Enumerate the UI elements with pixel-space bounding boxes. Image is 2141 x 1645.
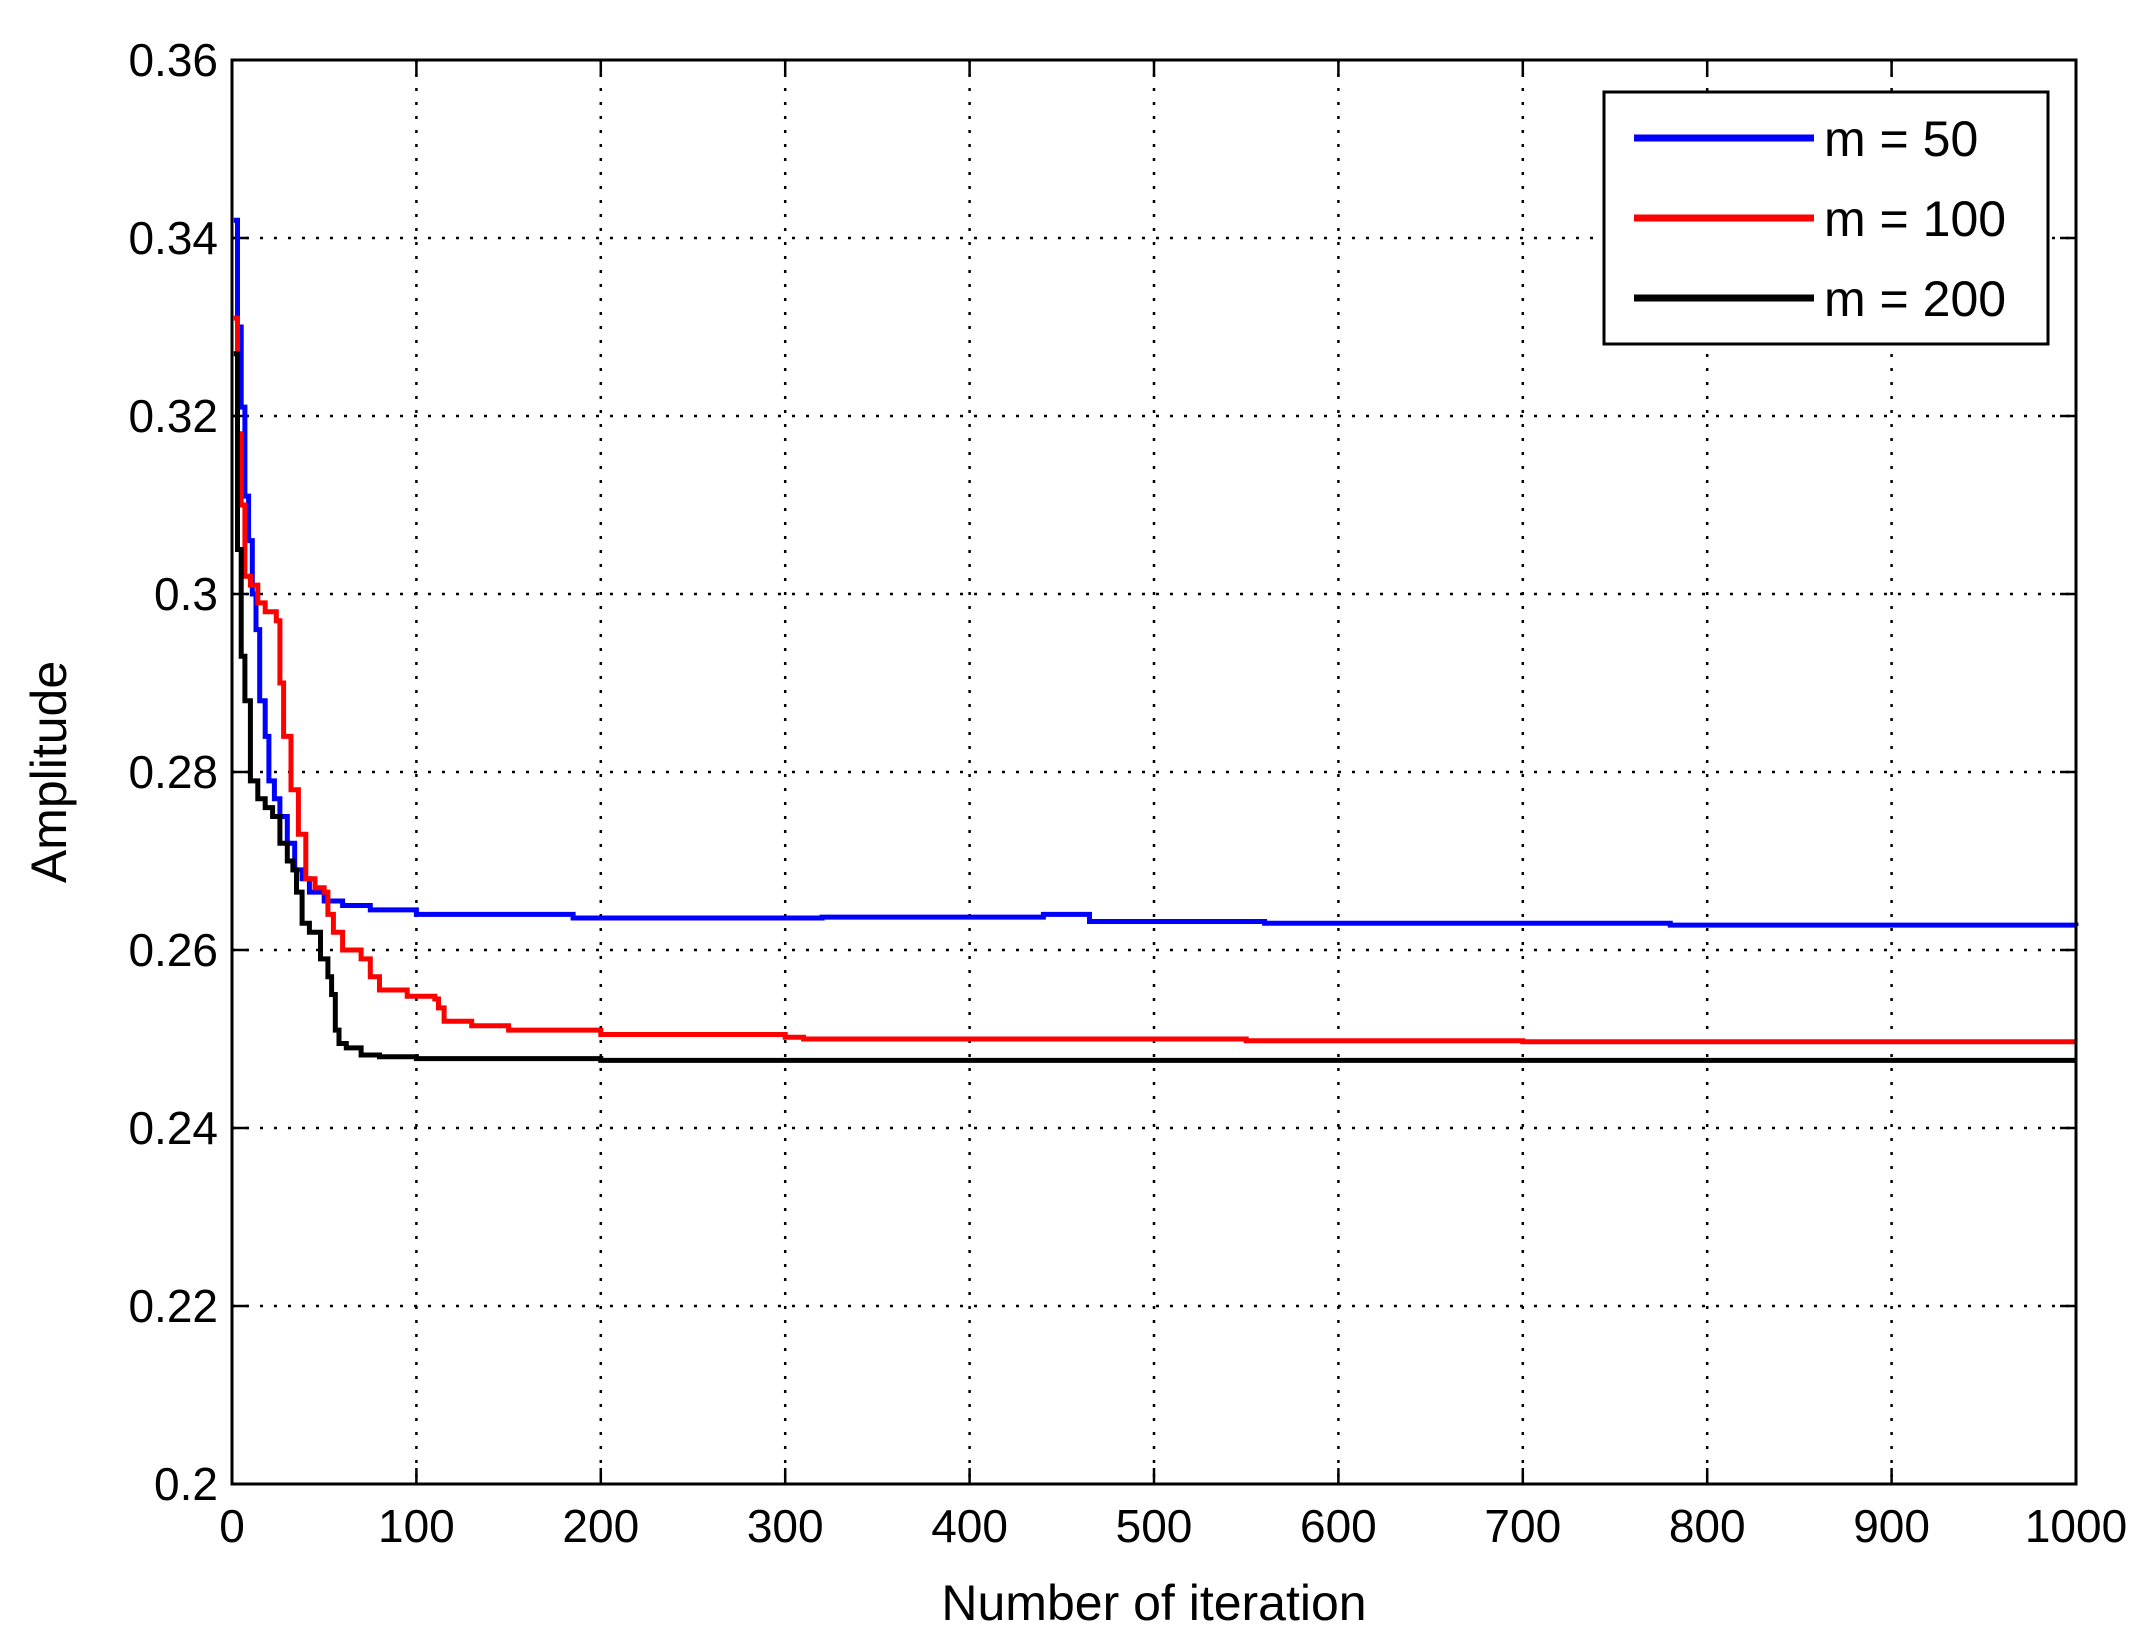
series-line-3: [233, 351, 2076, 1063]
y-tick-label: 0.28: [128, 746, 218, 798]
legend-label: m = 100: [1824, 191, 2006, 247]
x-tick-label: 500: [1116, 1500, 1193, 1552]
x-tick-label: 700: [1484, 1500, 1561, 1552]
y-tick-label: 0.3: [154, 568, 218, 620]
legend: m = 50 m = 100 m = 200: [1602, 90, 2050, 346]
x-tick-label: 0: [219, 1500, 245, 1552]
x-tick-label: 900: [1853, 1500, 1930, 1552]
x-axis-title: Number of iteration: [941, 1575, 1366, 1631]
y-axis-tick-labels: 0.2 0.22 0.24 0.26 0.28 0.3 0.32 0.34 0.36: [128, 34, 218, 1510]
y-tick-label: 0.32: [128, 390, 218, 442]
y-tick-label: 0.2: [154, 1458, 218, 1510]
y-axis-title: Amplitude: [21, 661, 77, 883]
x-tick-label: 600: [1300, 1500, 1377, 1552]
series-line-2: [233, 315, 2076, 1045]
x-tick-label: 200: [562, 1500, 639, 1552]
legend-label: m = 200: [1824, 271, 2006, 327]
x-tick-label: 1000: [2025, 1500, 2127, 1552]
y-tick-label: 0.34: [128, 212, 218, 264]
x-tick-label: 400: [931, 1500, 1008, 1552]
y-tick-label: 0.26: [128, 924, 218, 976]
x-tick-label: 300: [747, 1500, 824, 1552]
x-axis-tick-labels: 0 100 200 300 400 500 600 700 800 900 1000: [219, 1500, 2127, 1552]
y-tick-label: 0.24: [128, 1102, 218, 1154]
x-tick-label: 100: [378, 1500, 455, 1552]
x-tick-label: 800: [1669, 1500, 1746, 1552]
y-tick-label: 0.22: [128, 1280, 218, 1332]
legend-label: m = 50: [1824, 111, 1978, 167]
plot-area-frame: [230, 58, 2078, 1486]
y-tick-label: 0.36: [128, 34, 218, 86]
series-lines: [233, 217, 2079, 1063]
